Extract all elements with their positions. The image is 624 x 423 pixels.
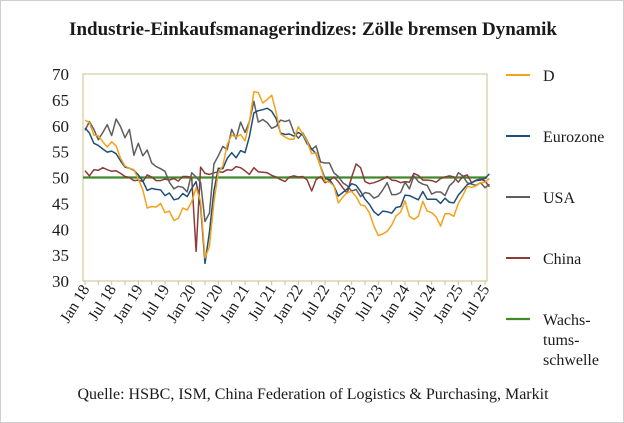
y-tick-label: 45 (52, 194, 69, 213)
legend-label-china: China (543, 251, 581, 268)
legend: D Eurozone USA China Wachs-tums-schwelle (506, 68, 604, 369)
y-tick-label: 70 (52, 65, 69, 84)
source-note: Quelle: HSBC, ISM, China Federation of L… (77, 386, 549, 403)
y-tick-label: 60 (52, 117, 69, 136)
series-line-usa (84, 100, 490, 223)
y-axis: 30 35 40 45 50 55 60 65 70 (52, 65, 69, 291)
y-tick-label: 50 (52, 169, 69, 188)
legend-label-threshold: Wachs-tums-schwelle (543, 312, 599, 369)
chart-title: Industrie-Einkaufsmanagerindizes: Zölle … (69, 19, 557, 40)
legend-label-eurozone: Eurozone (543, 129, 604, 146)
legend-label-d: D (543, 68, 555, 85)
x-tick-label: Jul 25 (458, 282, 493, 324)
series-line-d (84, 90, 490, 259)
y-tick-label: 40 (52, 220, 69, 239)
series-line-eurozone (84, 107, 490, 265)
y-tick-label: 30 (52, 272, 69, 291)
series-line-china (84, 163, 490, 253)
legend-label-usa: USA (543, 190, 575, 207)
y-tick-label: 35 (52, 246, 69, 265)
y-tick-label: 65 (52, 91, 69, 110)
series-lines (84, 90, 490, 265)
y-tick-label: 55 (52, 143, 69, 162)
